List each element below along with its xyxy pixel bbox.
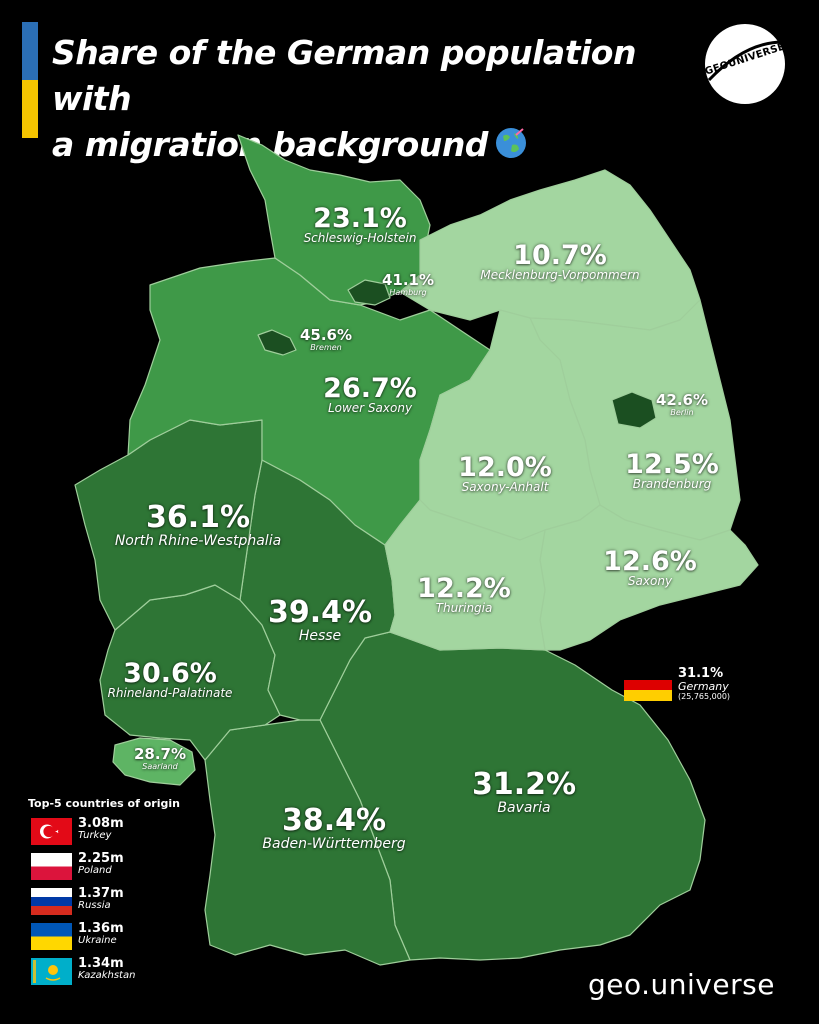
pct-bremen: 45.6% xyxy=(299,326,353,344)
label-schleswig-holstein: 23.1% Schleswig-Holstein xyxy=(304,205,417,246)
list-item: 1.34m Kazakhstan xyxy=(28,956,228,993)
name-schleswig-holstein: Schleswig-Holstein xyxy=(303,231,417,245)
globe-icon xyxy=(495,128,526,158)
russia-flag-icon xyxy=(31,888,72,915)
name-mecklenburg: Mecklenburg-Vorpommern xyxy=(480,268,640,282)
list-item: 3.08m Turkey xyxy=(28,816,228,853)
label-bremen: 45.6% Bremen xyxy=(299,326,353,353)
region-berlin xyxy=(611,391,657,429)
name-nrw: North Rhine-Westphalia xyxy=(114,533,282,549)
germany-name: Germany xyxy=(678,680,729,694)
name-saxony-anhalt: Saxony-Anhalt xyxy=(461,480,549,494)
pct-hamburg: 41.1% xyxy=(381,271,435,289)
top5-value: 1.34m xyxy=(78,956,124,971)
name-lower-saxony: Lower Saxony xyxy=(327,401,413,415)
top5-value: 2.25m xyxy=(78,851,124,866)
top5-value: 1.36m xyxy=(78,921,124,936)
pct-saxony-anhalt: 12.0% xyxy=(458,452,552,483)
name-hesse: Hesse xyxy=(298,628,342,644)
pct-saxony: 12.6% xyxy=(603,546,697,577)
list-item: 1.37m Russia xyxy=(28,886,228,923)
list-item: 2.25m Poland xyxy=(28,851,228,888)
label-lower-saxony: 26.7% Lower Saxony xyxy=(323,375,417,416)
top5-heading: Top-5 countries of origin xyxy=(28,797,180,810)
germany-population: (25,765,000) xyxy=(678,692,731,702)
turkey-flag-icon xyxy=(31,818,72,845)
top5-country: Poland xyxy=(78,864,112,876)
name-saxony: Saxony xyxy=(627,574,673,588)
poland-flag-icon xyxy=(31,853,72,880)
region-hamburg xyxy=(347,279,391,306)
top5-country: Kazakhstan xyxy=(78,969,136,981)
label-saxony-anhalt: 12.0% Saxony-Anhalt xyxy=(458,454,552,495)
name-hamburg: Hamburg xyxy=(389,288,427,297)
list-item: 1.36m Ukraine xyxy=(28,921,228,958)
top5-value: 3.08m xyxy=(78,816,124,831)
name-bavaria: Bavaria xyxy=(497,800,551,816)
label-berlin: 42.6% Berlin xyxy=(655,391,709,418)
kazakhstan-flag-icon xyxy=(31,958,72,985)
region-thuringia xyxy=(384,499,546,651)
pct-rhineland-palatinate: 30.6% xyxy=(123,658,217,689)
label-nrw: 36.1% North Rhine-Westphalia xyxy=(114,500,282,550)
pct-brandenburg: 12.5% xyxy=(625,449,719,480)
pct-bavaria: 31.2% xyxy=(471,767,577,802)
top5-country: Turkey xyxy=(78,829,112,841)
germany-pct: 31.1% xyxy=(678,666,724,681)
ukraine-flag-bar xyxy=(22,22,38,138)
label-thuringia: 12.2% Thuringia xyxy=(417,575,511,616)
pct-nrw: 36.1% xyxy=(145,500,251,535)
label-rhineland-palatinate: 30.6% Rhineland-Palatinate xyxy=(108,660,233,701)
footer-brand: geo.universe xyxy=(588,968,775,1001)
label-bavaria: 31.2% Bavaria xyxy=(471,767,577,817)
pct-lower-saxony: 26.7% xyxy=(323,373,417,404)
name-berlin: Berlin xyxy=(670,408,694,417)
label-brandenburg: 12.5% Brandenburg xyxy=(625,451,719,492)
top5-value: 1.37m xyxy=(78,886,124,901)
label-saarland: 28.7% Saarland xyxy=(133,745,187,772)
pct-schleswig-holstein: 23.1% xyxy=(313,203,407,234)
name-brandenburg: Brandenburg xyxy=(632,477,712,491)
geouniverse-logo: GEOUNIVERSE xyxy=(703,22,787,106)
top5-country: Russia xyxy=(78,899,111,911)
label-mecklenburg: 10.7% Mecklenburg-Vorpommern xyxy=(480,242,639,283)
pct-saarland: 28.7% xyxy=(133,745,187,763)
name-baden-wuerttemberg: Baden-Württemberg xyxy=(262,836,406,852)
name-saarland: Saarland xyxy=(142,762,178,771)
top5-countries: Top-5 countries of origin 3.08m Turkey 2… xyxy=(28,797,228,993)
label-hamburg: 41.1% Hamburg xyxy=(381,271,435,298)
title-line-1: Share of the German population with xyxy=(52,33,636,118)
pct-baden-wuerttemberg: 38.4% xyxy=(281,803,387,838)
pct-thuringia: 12.2% xyxy=(417,573,511,604)
region-bremen xyxy=(257,329,297,356)
germany-flag-icon xyxy=(624,669,672,701)
label-baden-wuerttemberg: 38.4% Baden-Württemberg xyxy=(262,803,406,853)
region-saarland xyxy=(112,737,196,786)
name-bremen: Bremen xyxy=(310,343,342,352)
pct-berlin: 42.6% xyxy=(655,391,709,409)
label-saxony: 12.6% Saxony xyxy=(603,548,697,589)
top5-country: Ukraine xyxy=(78,934,117,946)
name-rhineland-palatinate: Rhineland-Palatinate xyxy=(107,686,233,700)
ukraine-flag-icon xyxy=(31,923,72,950)
pct-mecklenburg: 10.7% xyxy=(513,240,607,271)
label-hesse: 39.4% Hesse xyxy=(267,595,373,645)
pct-hesse: 39.4% xyxy=(267,595,373,630)
name-thuringia: Thuringia xyxy=(435,601,493,615)
